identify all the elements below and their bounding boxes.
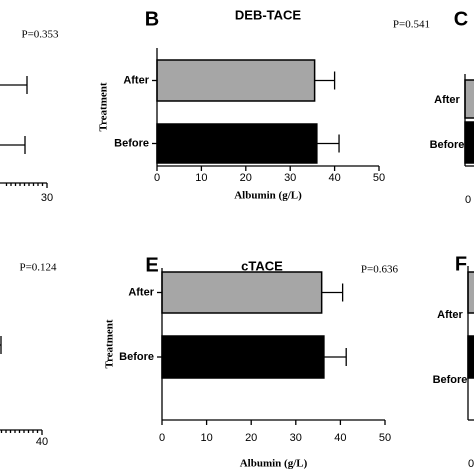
x-tick-label: 30	[284, 172, 296, 184]
y-axis-label: Treatment	[98, 82, 110, 131]
x-tick-label: 20	[245, 432, 257, 444]
panel-title: cTACE	[241, 258, 283, 273]
x-tick-label: 40	[36, 436, 48, 448]
bar	[161, 271, 323, 314]
x-axis-label: Albumin (g/L)	[240, 458, 308, 470]
x-tick-label: 0	[159, 432, 165, 444]
bar	[464, 79, 474, 119]
p-value: P=0.353	[21, 29, 59, 41]
panel-letter: C	[454, 8, 468, 30]
p-value: P=0.541	[393, 19, 430, 31]
x-tick-label: 50	[373, 172, 385, 184]
bar	[156, 59, 316, 102]
panel-letter: F	[455, 253, 467, 275]
x-tick-label: 0	[468, 458, 474, 470]
x-tick-label: 30	[41, 192, 53, 204]
y-tick-label: Before	[433, 374, 468, 386]
panel-title: DEB-TACE	[235, 7, 302, 22]
x-tick-label: 40	[328, 172, 340, 184]
p-value: P=0.636	[361, 264, 399, 276]
x-tick-label: 10	[195, 172, 207, 184]
bar	[161, 335, 325, 379]
y-tick-label: After	[128, 286, 154, 298]
panel-letter: E	[145, 254, 158, 276]
bar	[467, 271, 474, 314]
x-tick-label: 10	[200, 432, 212, 444]
panel-letter: B	[145, 8, 159, 30]
y-tick-label: Before	[430, 139, 465, 151]
x-axis-label: Albumin (g/L)	[234, 190, 302, 202]
p-value: P=0.124	[19, 262, 57, 274]
bar	[156, 123, 318, 164]
y-axis-label: Treatment	[104, 319, 116, 368]
y-tick-label: After	[434, 94, 460, 106]
x-tick-label: 50	[379, 432, 391, 444]
bar	[464, 121, 474, 164]
y-tick-label: After	[123, 74, 149, 86]
y-tick-label: After	[437, 309, 463, 321]
x-tick-label: 30	[290, 432, 302, 444]
y-tick-label: Before	[114, 137, 149, 149]
x-tick-label: 40	[334, 432, 346, 444]
x-tick-label: 20	[240, 172, 252, 184]
x-tick-label: 0	[465, 194, 471, 206]
y-tick-label: Before	[119, 351, 154, 363]
bar	[467, 335, 474, 379]
x-tick-label: 0	[154, 172, 160, 184]
